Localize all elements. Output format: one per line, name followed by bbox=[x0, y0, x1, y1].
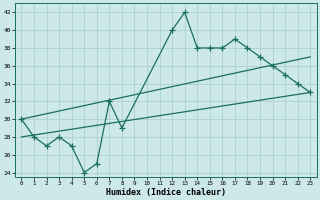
X-axis label: Humidex (Indice chaleur): Humidex (Indice chaleur) bbox=[106, 188, 226, 197]
